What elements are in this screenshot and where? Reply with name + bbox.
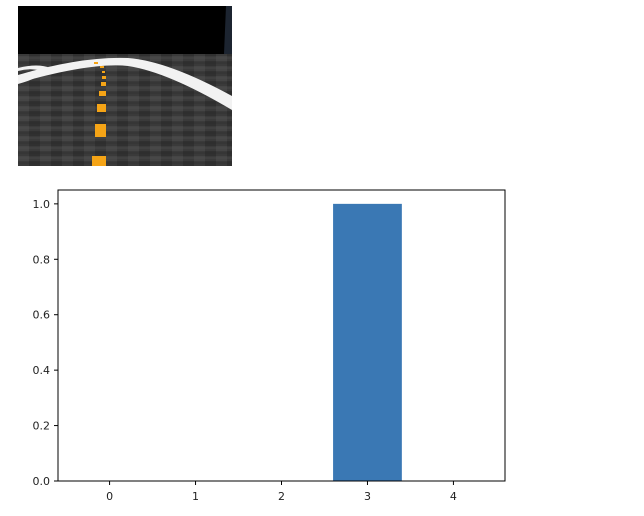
y-tick-label-0.8: 0.8 [33,253,51,266]
background-wall [224,6,232,54]
center-line [92,62,106,166]
y-tick-label-0.0: 0.0 [33,475,51,488]
x-tick-label-1: 1 [192,490,199,503]
x-tick-label-4: 4 [450,490,457,503]
road-camera-view-icon [18,6,232,166]
y-tick-label-1.0: 1.0 [33,198,51,211]
y-tick-label-0.2: 0.2 [33,420,51,433]
edge-line-right [18,57,232,110]
y-tick-label-0.4: 0.4 [33,364,51,377]
x-tick-label-2: 2 [278,490,285,503]
edge-line-left [18,65,50,84]
x-tick-label-0: 0 [106,490,113,503]
sky-area [18,6,232,54]
plot-frame [57,189,506,482]
x-tick-label-3: 3 [364,490,371,503]
y-tick-label-0.6: 0.6 [33,309,51,322]
bar-3 [333,203,402,481]
camera-view-image [18,6,232,166]
